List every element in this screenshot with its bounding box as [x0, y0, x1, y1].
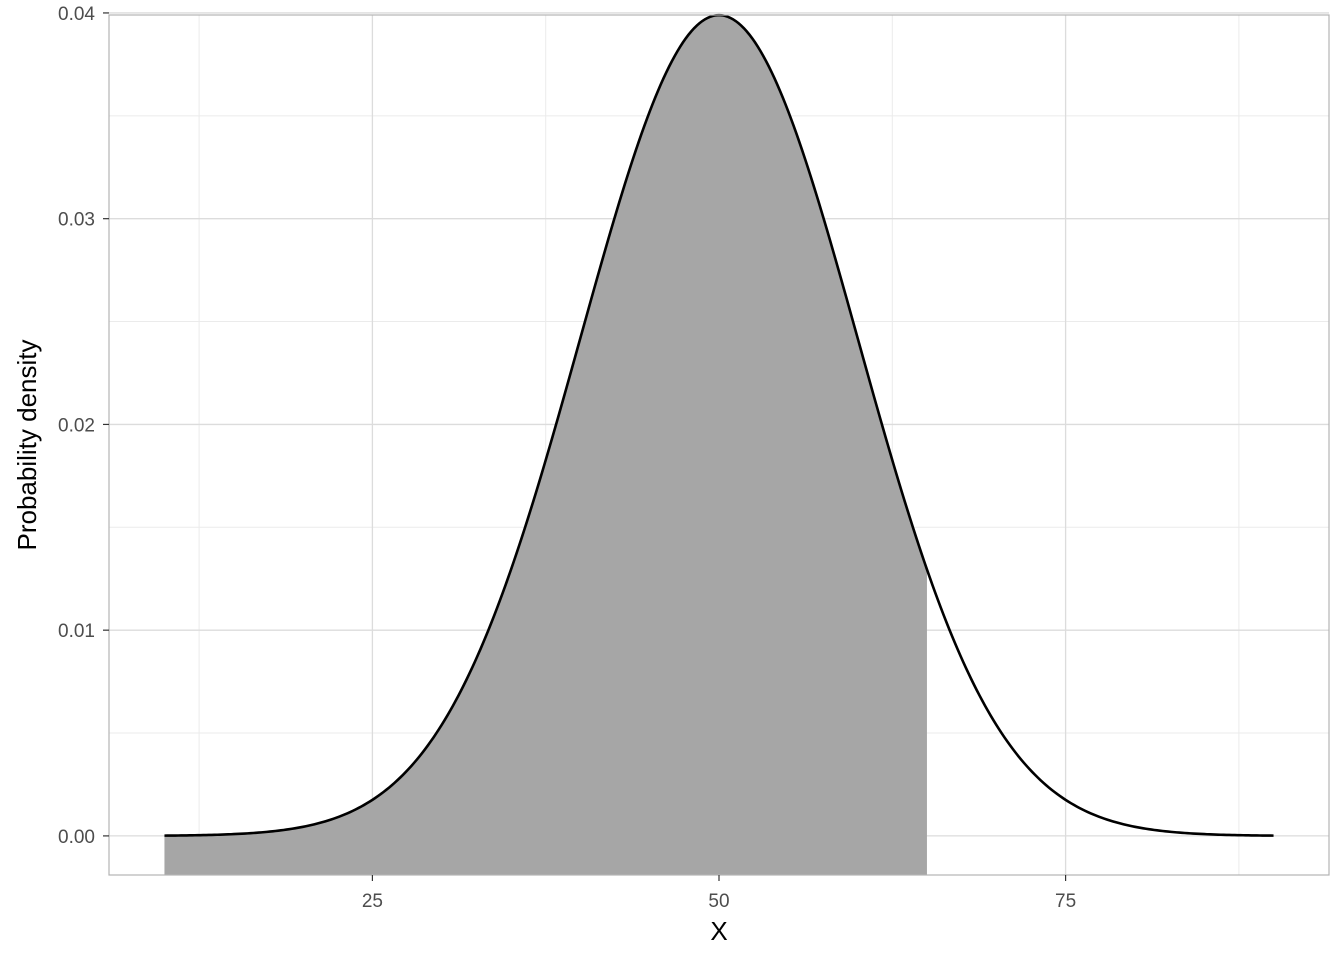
y-axis-title: Probability density — [12, 340, 42, 551]
x-axis-ticks: 25 50 75 — [362, 875, 1076, 912]
y-tick-label: 0.02 — [58, 415, 95, 436]
x-tick-label: 75 — [1055, 891, 1076, 912]
x-tick-label: 25 — [362, 891, 383, 912]
y-tick-label: 0.04 — [58, 4, 95, 25]
y-tick-label: 0.00 — [58, 827, 95, 848]
y-tick-label: 0.03 — [58, 210, 95, 231]
x-tick-label: 50 — [708, 891, 729, 912]
shaded-area — [164, 15, 927, 876]
x-axis-title: X — [710, 916, 727, 946]
y-tick-label: 0.01 — [58, 621, 95, 642]
y-axis-ticks: 0.00 0.01 0.02 0.03 0.04 — [58, 4, 109, 848]
